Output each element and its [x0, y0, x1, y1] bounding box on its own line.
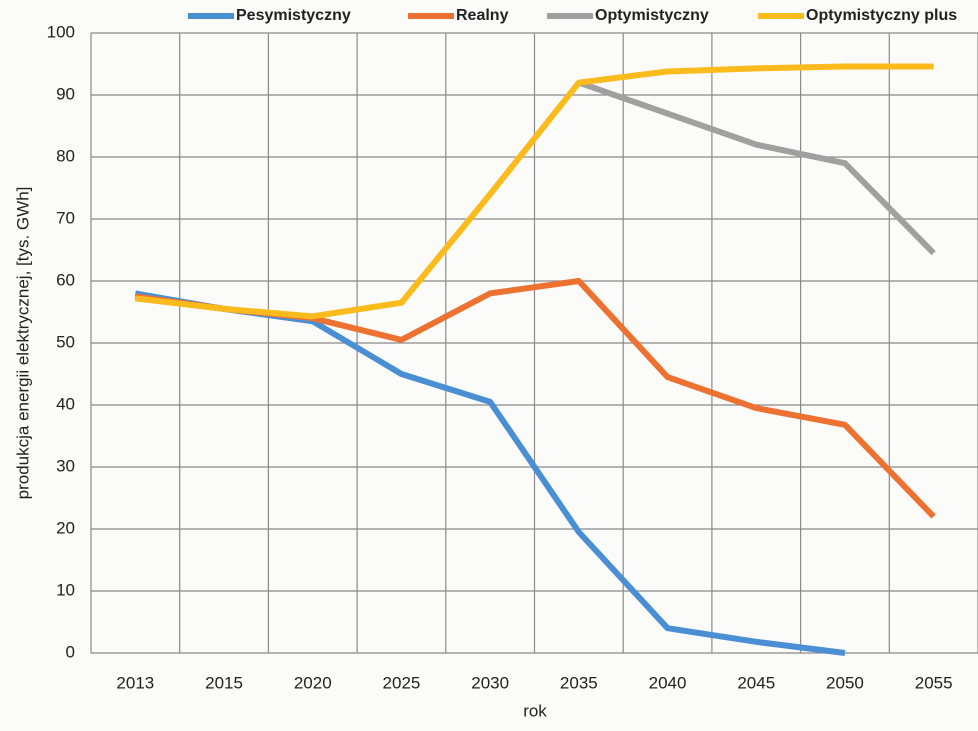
- y-tick-label: 50: [56, 332, 75, 351]
- y-axis-label: produkcja energii elektrycznej, [tys. GW…: [13, 187, 32, 500]
- x-tick-label: 2015: [205, 673, 243, 692]
- legend-label: Optymistyczny plus: [806, 7, 957, 24]
- legend: Pesymistyczny Realny Optymistyczny Optymist…: [188, 7, 957, 24]
- y-tick-label: 0: [66, 642, 75, 661]
- x-tick-label: 2040: [649, 673, 687, 692]
- y-tick-label: 60: [56, 270, 75, 289]
- y-tick-label: 30: [56, 456, 75, 475]
- series-line: [134, 290, 846, 656]
- legend-label: Realny: [456, 7, 509, 24]
- series-line: [577, 79, 936, 256]
- x-axis-label: rok: [523, 701, 547, 720]
- y-tick-label: 10: [56, 580, 75, 599]
- x-tick-label: 2020: [294, 673, 332, 692]
- y-tick-label: 40: [56, 394, 75, 413]
- x-tick-label: 2050: [826, 673, 864, 692]
- legend-label: Optymistyczny: [595, 7, 709, 24]
- y-tick-label: 20: [56, 518, 75, 537]
- x-tick-label: 2025: [383, 673, 421, 692]
- legend-label: Pesymistyczny: [236, 7, 351, 24]
- y-tick-label: 80: [56, 146, 75, 165]
- y-tick-label: 100: [47, 22, 75, 41]
- x-tick-label: 2035: [560, 673, 598, 692]
- y-tick-label: 90: [56, 84, 75, 103]
- x-tick-label: 2013: [116, 673, 154, 692]
- series-line: [134, 63, 934, 320]
- y-tick-label: 70: [56, 208, 75, 227]
- x-tick-label: 2045: [737, 673, 775, 692]
- x-tick-label: 2055: [915, 673, 953, 692]
- x-tick-label: 2030: [471, 673, 509, 692]
